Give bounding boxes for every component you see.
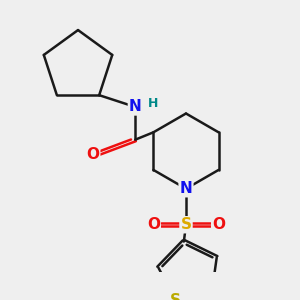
Text: O: O	[86, 147, 99, 162]
Text: N: N	[180, 181, 192, 196]
Text: N: N	[129, 100, 142, 115]
Text: O: O	[147, 217, 160, 232]
Text: S: S	[170, 292, 181, 300]
Text: O: O	[212, 217, 225, 232]
Text: H: H	[148, 97, 158, 110]
Text: S: S	[181, 217, 191, 232]
